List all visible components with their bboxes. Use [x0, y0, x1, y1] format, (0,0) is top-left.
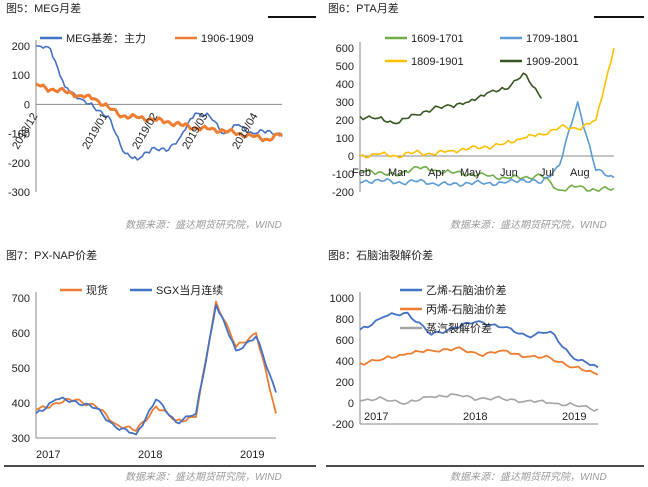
axes: 200 100 0 -100 -200 -300: [8, 40, 282, 199]
x-tick-label: 2019/01: [80, 111, 110, 151]
x-tick-label: Jun: [500, 167, 518, 179]
y-tick-label: 400: [12, 398, 30, 410]
chart-meg-spread: 图5：MEG月差 200 100 0 -100 -200 -300 MEG基差：主力 190…: [6, 1, 316, 231]
legend-label: 1906-1909: [201, 33, 254, 45]
series-line: [359, 166, 615, 192]
y-tick-label: 200: [336, 115, 354, 127]
legend: 1609-1701 1709-1801 1809-1901 1909-2001: [385, 33, 579, 68]
chart-title: 图7：PX-NAP价差: [6, 248, 97, 262]
x-tick-label: 2019: [562, 411, 586, 423]
axes: 700 600 500 400 300: [12, 292, 276, 445]
x-tick-label: May: [460, 167, 481, 179]
x-tick-label: 2017: [364, 411, 388, 423]
chart-pta-spread: 图6：PTA月差 600 500 400 300 200 100 0 -100 -200 160…: [328, 1, 644, 231]
legend: MEG基差：主力 1906-1909: [40, 31, 254, 45]
y-tick-label: 200: [12, 41, 30, 53]
chart-title: 图5：MEG月差: [6, 1, 81, 15]
y-tick-label: -100: [332, 169, 354, 181]
series-line: [359, 311, 599, 369]
y-tick-label: 1000: [330, 293, 354, 305]
legend-label: 1909-2001: [526, 56, 579, 68]
series-line: [359, 47, 615, 159]
series-lines: [35, 300, 277, 436]
source-note: 数据来源：盛达期货研究院，WIND: [125, 471, 282, 483]
legend: 现货 SGX当月连续: [60, 283, 223, 297]
x-tick-label: Aug: [570, 167, 590, 179]
y-tick-label: 0: [24, 99, 30, 111]
legend-label: 乙烯-石脑油价差: [426, 283, 507, 297]
y-tick-label: 600: [336, 43, 354, 55]
chart-px-nap-spread: 图7：PX-NAP价差 700 600 500 400 300 现货 SGX当月连续 20…: [4, 248, 316, 483]
x-tick-labels: Feb Mar Apr May Jun Jul Aug: [352, 167, 590, 179]
legend-label: SGX当月连续: [156, 283, 223, 297]
y-tick-label: -200: [332, 419, 354, 431]
series-line: [35, 300, 277, 432]
source-note: 数据来源：盛达期货研究院，WIND: [450, 219, 607, 231]
y-tick-label: 400: [336, 79, 354, 91]
x-tick-label: Mar: [388, 167, 407, 179]
chart-title: 图6：PTA月差: [328, 1, 399, 15]
series-line: [359, 346, 599, 376]
y-tick-label: 500: [336, 61, 354, 73]
y-tick-label: 300: [12, 433, 30, 445]
y-tick-label: 0: [348, 151, 354, 163]
legend-label: 1809-1901: [411, 56, 464, 68]
y-tick-label: 400: [336, 356, 354, 368]
x-tick-label: 2017: [36, 449, 60, 461]
legend-label: 丙烯-石脑油价差: [426, 302, 507, 316]
legend-label: 蒸汽裂解价差: [426, 321, 492, 335]
y-tick-label: 700: [12, 293, 30, 305]
series-line: [359, 72, 543, 125]
source-note: 数据来源：盛达期货研究院，WIND: [450, 471, 607, 483]
y-tick-label: 600: [336, 335, 354, 347]
legend-label: 现货: [86, 283, 108, 297]
y-tick-label: 100: [12, 70, 30, 82]
x-tick-labels: 2017 2018 2019: [364, 411, 586, 423]
series-line: [35, 82, 283, 143]
series-line: [35, 304, 277, 436]
y-tick-label: 800: [336, 314, 354, 326]
x-tick-label: Jul: [540, 167, 554, 179]
series-lines: [359, 311, 599, 412]
series-lines: [359, 47, 615, 192]
chart-title: 图8：石脑油裂解价差: [328, 248, 433, 262]
x-tick-label: Feb: [352, 167, 371, 179]
series-line: [359, 101, 615, 187]
y-tick-label: -200: [8, 158, 30, 170]
y-tick-label: -100: [8, 129, 30, 141]
x-tick-label: Apr: [428, 167, 445, 179]
y-tick-label: 600: [12, 328, 30, 340]
y-tick-label: 300: [336, 97, 354, 109]
y-tick-label: -200: [332, 187, 354, 199]
x-tick-label: 2018: [463, 411, 487, 423]
legend-label: MEG基差：主力: [66, 31, 146, 45]
x-tick-label: 2019: [240, 449, 264, 461]
series-line: [359, 393, 599, 412]
y-tick-label: 200: [336, 377, 354, 389]
y-tick-label: 100: [336, 133, 354, 145]
x-tick-labels: 2017 2018 2019: [36, 449, 264, 461]
legend-label: 1709-1801: [526, 33, 579, 45]
x-tick-label: 2018: [138, 449, 162, 461]
y-tick-label: -300: [8, 187, 30, 199]
source-note: 数据来源：盛达期货研究院，WIND: [125, 219, 282, 231]
legend-label: 1609-1701: [411, 33, 464, 45]
axes: 1000 800 600 400 200 0 -200: [330, 292, 598, 431]
y-tick-label: 0: [348, 398, 354, 410]
series-line: [36, 45, 283, 161]
y-tick-label: 500: [12, 363, 30, 375]
series-lines: [35, 45, 283, 161]
chart-naphtha-crack-spread: 图8：石脑油裂解价差 1000 800 600 400 200 0 -200 乙烯-石脑油价…: [326, 248, 644, 483]
